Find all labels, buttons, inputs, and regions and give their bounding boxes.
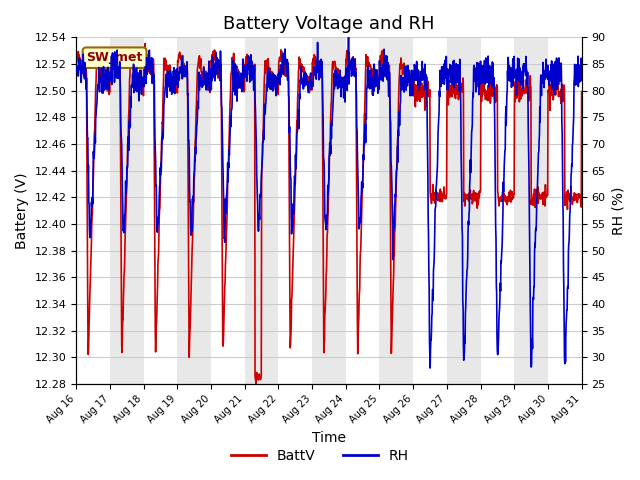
Y-axis label: Battery (V): Battery (V) bbox=[15, 172, 29, 249]
Legend: BattV, RH: BattV, RH bbox=[225, 443, 415, 468]
Text: SW_met: SW_met bbox=[86, 51, 143, 64]
Bar bbox=[244, 37, 278, 384]
Bar bbox=[312, 37, 346, 384]
Bar bbox=[447, 37, 481, 384]
Bar bbox=[514, 37, 548, 384]
Title: Battery Voltage and RH: Battery Voltage and RH bbox=[223, 15, 435, 33]
Y-axis label: RH (%): RH (%) bbox=[611, 186, 625, 235]
Bar bbox=[380, 37, 413, 384]
Bar bbox=[110, 37, 143, 384]
Bar bbox=[177, 37, 211, 384]
X-axis label: Time: Time bbox=[312, 431, 346, 445]
